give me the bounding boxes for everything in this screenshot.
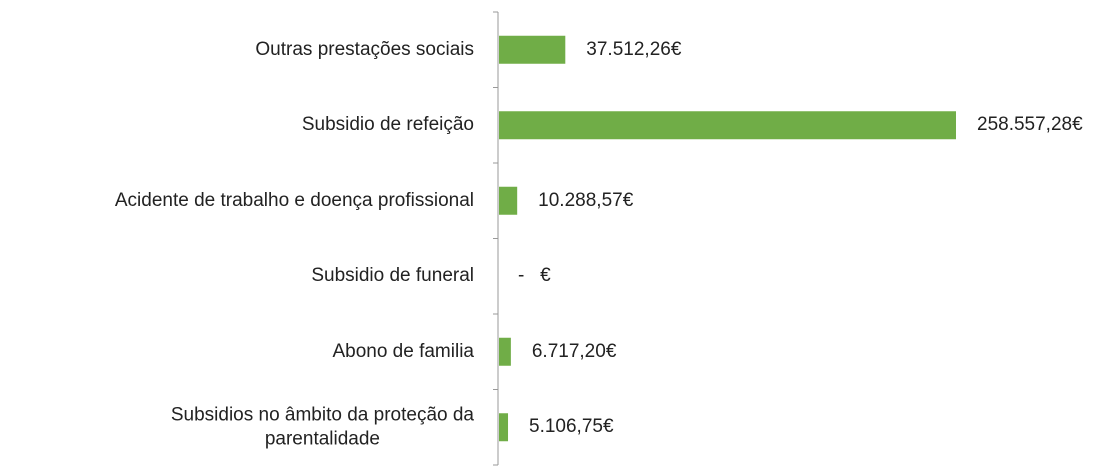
category-label: Outras prestações sociais [255,38,474,62]
value-label: 37.512,26€ [586,39,681,61]
bar [499,111,956,140]
category-label-text: Subsidios no âmbito da proteção da paren… [170,404,474,450]
value-label: 10.288,57€ [538,190,633,212]
value-label-text: 258.557,28€ [977,114,1083,136]
category-label: Subsidio de refeição [302,113,474,137]
category-label-text: Subsidio de funeral [311,265,474,287]
category-label-text: Abono de familia [332,340,474,362]
category-label: Subsidios no âmbito da proteção da paren… [171,404,474,452]
value-label: 6.717,20€ [532,341,617,363]
value-label-text: 10.288,57€ [538,189,634,211]
category-label-text: Outras prestações sociais [255,38,474,60]
bar [499,413,509,442]
value-label-text: 6.717,20€ [531,340,617,362]
category-label: Acidente de trabalho e doença profission… [115,189,474,213]
value-label: - € [518,265,551,287]
bar [499,35,566,64]
category-label-text: Acidente de trabalho e doença profission… [114,189,474,211]
category-label-text: Subsidio de refeição [301,114,474,136]
category-label: Abono de familia [332,340,474,364]
bar [499,186,518,215]
category-label: Subsidio de funeral [311,264,474,288]
value-label: 258.557,28€ [977,114,1083,136]
bar [499,337,511,366]
value-label-text: 5.106,75€ [529,416,614,438]
value-label-text: - € [518,265,551,287]
value-label: 5.106,75€ [529,416,614,438]
value-label-text: 37.512,26€ [586,38,682,60]
